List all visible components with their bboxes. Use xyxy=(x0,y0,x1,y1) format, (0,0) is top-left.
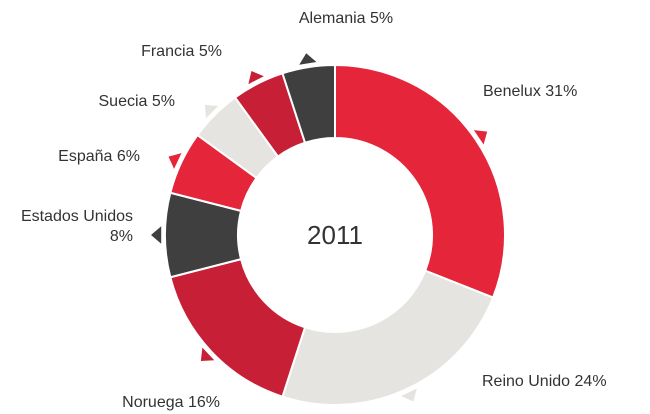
label-marker xyxy=(151,226,162,244)
slice-name: Alemania xyxy=(298,10,366,27)
slice-label: Suecia 5% xyxy=(0,92,176,112)
slice-name: Benelux xyxy=(483,83,541,100)
slice-label: Alemania 5% xyxy=(266,9,426,29)
slice-value: 31% xyxy=(545,83,578,100)
slice-value: 24% xyxy=(574,373,607,390)
slice-name: Francia xyxy=(141,43,195,60)
donut-slice xyxy=(334,63,506,299)
label-marker xyxy=(473,130,488,145)
slice-label: España 6% xyxy=(0,147,140,167)
slice-label: Reino Unido 24% xyxy=(482,372,650,392)
slice-name: Estados Unidos xyxy=(20,208,133,225)
slice-value: 16% xyxy=(187,394,220,411)
label-marker xyxy=(401,388,417,402)
slice-name: Suecia xyxy=(98,93,148,110)
donut-slice xyxy=(281,63,336,145)
slice-label: Francia 5% xyxy=(0,42,222,62)
label-marker xyxy=(168,153,182,169)
slice-name: Noruega xyxy=(122,394,184,411)
label-marker xyxy=(204,104,219,119)
slice-name: España xyxy=(58,148,113,165)
slice-label: Benelux 31% xyxy=(483,82,643,102)
label-marker xyxy=(200,347,215,361)
slice-label: Estados Unidos 8% xyxy=(20,207,133,247)
slice-label: Noruega 16% xyxy=(60,393,220,413)
slice-name: Reino Unido xyxy=(482,373,571,390)
slice-value: 6% xyxy=(116,148,140,165)
slice-value: 5% xyxy=(151,93,175,110)
slice-value: 5% xyxy=(370,10,394,27)
label-marker xyxy=(248,71,264,85)
label-marker xyxy=(299,53,317,65)
slice-value: 8% xyxy=(109,228,133,245)
slice-value: 5% xyxy=(198,43,222,60)
center-label: 2011 xyxy=(307,220,363,250)
donut-slice xyxy=(169,257,307,398)
donut-slice xyxy=(281,269,495,406)
